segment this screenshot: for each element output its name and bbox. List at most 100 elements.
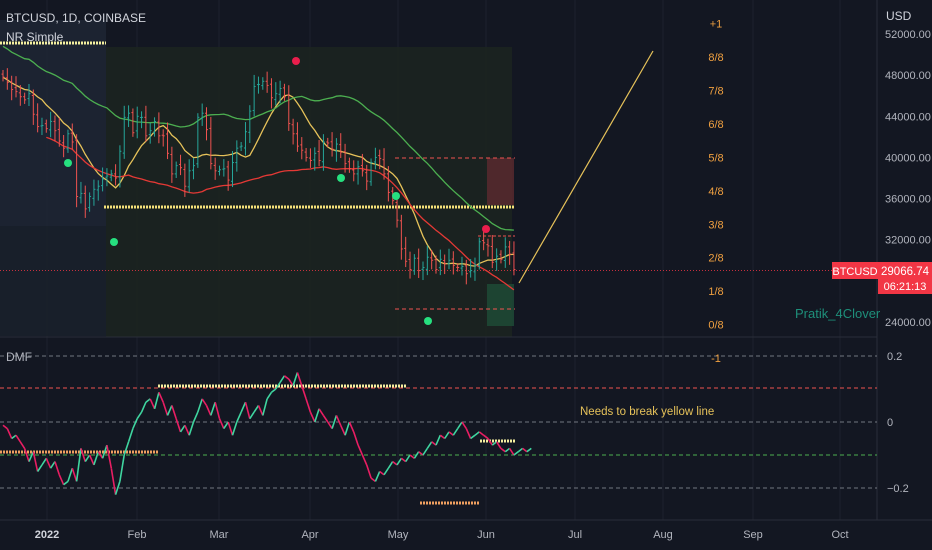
candle	[386, 166, 390, 202]
murrey-level-label: 5/8	[708, 152, 723, 164]
candle	[179, 154, 183, 176]
candle	[122, 105, 126, 159]
murrey-level-label: 2/8	[708, 253, 723, 265]
dmf-segment	[119, 454, 125, 482]
time-tick-label: 2022	[35, 529, 59, 541]
dmf-segment	[236, 411, 242, 423]
candle	[114, 164, 118, 186]
range-box-main	[106, 47, 512, 337]
dmf-label: DMF	[6, 350, 32, 364]
candle	[495, 248, 499, 271]
candle	[304, 147, 308, 162]
dmf-segment	[249, 411, 255, 420]
signal-markers	[64, 57, 490, 325]
dmf-segment	[370, 477, 376, 483]
price-tag	[878, 262, 932, 294]
candle	[226, 160, 230, 191]
dmf-segment	[405, 454, 411, 463]
trend-projection-line[interactable]	[518, 50, 654, 284]
dmf-segment	[93, 451, 100, 466]
ma-red-line	[46, 136, 515, 291]
candle	[512, 241, 516, 276]
candle	[300, 137, 304, 160]
candle	[101, 167, 105, 192]
candle	[326, 137, 330, 148]
dmf-segment	[114, 481, 121, 495]
dmf-segment	[71, 467, 78, 482]
dmf-segment	[192, 411, 199, 423]
candle	[92, 179, 96, 206]
symbol-tag	[832, 262, 878, 279]
candle	[503, 237, 507, 268]
dmf-segment	[175, 418, 182, 433]
dmf-segment	[54, 461, 61, 476]
target-box-red	[487, 158, 514, 205]
candle	[369, 158, 373, 186]
candle	[57, 117, 61, 147]
dmf-segment	[84, 454, 91, 463]
dmf-segment	[309, 411, 316, 423]
candle	[334, 138, 338, 162]
candle	[36, 103, 40, 133]
candle	[291, 118, 295, 145]
candle	[205, 107, 209, 141]
dmf-segment	[448, 431, 454, 436]
dmf-segment	[97, 451, 104, 459]
dmf-segment	[413, 451, 420, 459]
dmf-segment	[11, 434, 17, 440]
dmf-segment	[227, 421, 234, 436]
candle	[425, 245, 429, 276]
candle	[96, 180, 100, 201]
dmf-segment	[184, 424, 190, 436]
dmf-segment	[318, 408, 325, 416]
range-box-left-lower	[0, 226, 106, 336]
candle	[14, 76, 18, 98]
candle	[27, 83, 31, 106]
candle	[269, 78, 273, 109]
dmf-segment	[339, 424, 346, 436]
candle	[486, 238, 490, 257]
dmf-segment	[63, 480, 69, 486]
candle	[378, 149, 382, 170]
dmf-segment	[223, 421, 229, 430]
candle	[127, 105, 131, 127]
candle	[456, 263, 460, 272]
candle	[83, 185, 87, 218]
candle	[360, 153, 364, 177]
dmf-segment	[41, 457, 47, 466]
candle	[135, 106, 139, 139]
dmf-segment	[500, 447, 506, 453]
candle	[40, 117, 44, 136]
dmf-segment	[262, 398, 268, 416]
dmf-segment	[526, 447, 532, 453]
dmf-segment	[271, 388, 277, 393]
candle	[18, 85, 22, 106]
dmf-segment	[162, 401, 169, 416]
price-tick-label: 36000.00	[885, 194, 931, 206]
currency-label: USD	[886, 9, 912, 23]
dmf-segment	[210, 401, 216, 416]
dmf-segment	[275, 381, 281, 390]
murrey-level-label: 8/8	[708, 52, 723, 64]
buy-signal-dot	[337, 174, 345, 182]
watermark-text: Pratik_4Clover	[795, 306, 881, 321]
candle	[339, 133, 343, 159]
dmf-segment	[32, 451, 39, 472]
murrey-level-label: 1/8	[708, 286, 723, 298]
candle	[88, 192, 92, 212]
candle	[218, 165, 221, 176]
time-tick-label: Jul	[568, 529, 582, 541]
dmf-segment	[409, 454, 415, 459]
dmf-segment	[439, 434, 446, 440]
candle	[23, 92, 27, 104]
symbol-title: BTCUSD, 1D, COINBASE	[6, 11, 146, 25]
dmf-segment	[305, 398, 312, 413]
candle	[31, 89, 35, 125]
candle	[421, 261, 425, 281]
candle	[282, 83, 286, 101]
candle	[140, 111, 144, 129]
candle	[417, 248, 421, 278]
dmf-segment	[470, 434, 476, 440]
dmf-segment	[28, 451, 35, 462]
